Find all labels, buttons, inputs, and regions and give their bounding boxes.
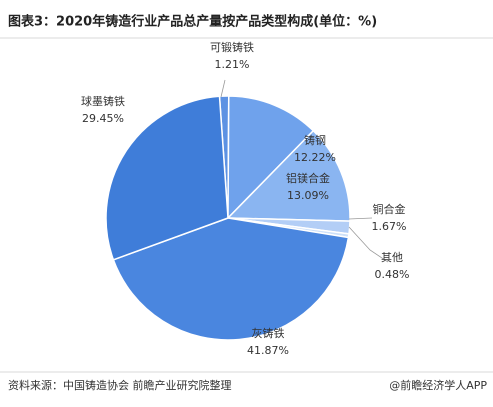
pie-slice xyxy=(112,217,350,341)
slice-label: 球墨铸铁 xyxy=(81,94,125,108)
slice-label: 灰铸铁 xyxy=(252,326,285,340)
pie-slice xyxy=(227,95,315,220)
value-label: 1.21% xyxy=(215,58,250,71)
value-label: 12.22% xyxy=(294,151,336,164)
value-label: 0.48% xyxy=(375,268,410,281)
leader-lines xyxy=(220,79,389,263)
watermark: @前瞻经济学人APP xyxy=(389,378,487,392)
value-label: 29.45% xyxy=(82,112,124,125)
leader-line xyxy=(220,79,226,98)
value-label: 41.87% xyxy=(247,344,289,357)
value-label: 1.67% xyxy=(372,220,407,233)
leader-line xyxy=(348,217,373,220)
pie-slice xyxy=(226,129,351,222)
slice-label: 铝镁合金 xyxy=(286,171,330,185)
pie xyxy=(105,95,351,341)
slice-label: 铜合金 xyxy=(373,202,406,216)
value-label: 13.09% xyxy=(287,189,329,202)
leader-line xyxy=(348,226,389,263)
slice-label: 其他 xyxy=(381,251,403,264)
slice-label: 铸钢 xyxy=(304,133,326,147)
slice-label: 可锻铸铁 xyxy=(210,40,254,54)
source: 资料来源：中国铸造协会 前瞻产业研究院整理 xyxy=(8,378,232,392)
chart-title: 图表3：2020年铸造行业产品总产量按产品类型构成(单位：%) xyxy=(8,14,377,30)
pie-slice xyxy=(105,95,229,261)
